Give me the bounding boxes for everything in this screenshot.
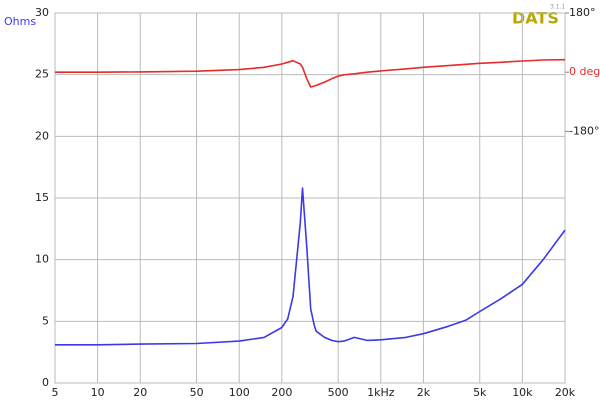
- x-tick-label: 500: [328, 386, 349, 399]
- x-tick-label: 1kHz: [367, 386, 395, 399]
- brand: DATS: [512, 9, 559, 28]
- y-tick-label: 10: [35, 253, 49, 266]
- y2-tick-label: 180°: [569, 6, 596, 19]
- series-line: [55, 187, 566, 346]
- x-tick-label: 20: [133, 386, 147, 399]
- y-tick-label: 5: [42, 314, 49, 327]
- y-tick-label: 0: [42, 376, 49, 389]
- x-tick-label: 5k: [473, 386, 487, 399]
- x-tick-label: 5: [52, 386, 59, 399]
- x-tick-label: 10k: [512, 386, 533, 399]
- version: 3.1.1: [550, 4, 565, 11]
- x-tick-label: 100: [229, 386, 250, 399]
- y2-tick-label: -180°: [569, 124, 599, 137]
- x-tick-label: 2k: [417, 386, 431, 399]
- x-tick-label: 50: [190, 386, 204, 399]
- x-tick-label: 10: [91, 386, 105, 399]
- x-tick-label: 20k: [555, 386, 576, 399]
- y-tick-label: 15: [35, 191, 49, 204]
- y-axis-label: Ohms: [4, 15, 36, 28]
- y2-tick-label: 0 deg: [569, 65, 600, 78]
- series-line: [55, 58, 566, 88]
- x-tick-label: 200: [271, 386, 292, 399]
- y-tick-label: 30: [35, 6, 49, 19]
- y-tick-label: 20: [35, 129, 49, 142]
- y-tick-label: 25: [35, 68, 49, 81]
